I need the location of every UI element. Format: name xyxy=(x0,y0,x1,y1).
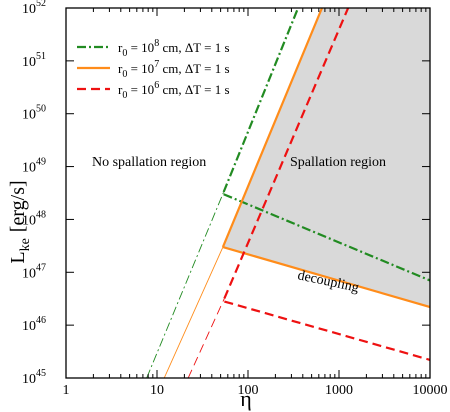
svg-text:Lke[erg/s]: Lke [erg/s] xyxy=(7,180,33,263)
y-tick-label: 1045 xyxy=(22,368,46,387)
x-tick-label: 100 xyxy=(238,383,259,398)
y-tick-label-exponent: 50 xyxy=(36,104,46,115)
legend-label-3: r0 = 106 cm, ΔT = 1 s xyxy=(118,80,230,101)
spallation-region xyxy=(222,8,430,308)
no-spallation-label: No spallation region xyxy=(92,155,206,170)
y-tick-label: 1046 xyxy=(22,315,46,334)
region-layer xyxy=(222,8,430,308)
y-axis-title-unit: [erg/s] xyxy=(7,180,29,232)
legend-label-part: cm, ΔT = 1 s xyxy=(159,40,229,55)
y-tick-label: 1052 xyxy=(22,0,46,17)
legend-label-part: cm, ΔT = 1 s xyxy=(159,82,229,97)
legend-label-part: 0 xyxy=(122,69,127,80)
legend-label-part: cm, ΔT = 1 s xyxy=(159,61,229,76)
y-tick-label-exponent: 46 xyxy=(36,315,46,326)
y-axis-title: Lke [erg/s] xyxy=(7,180,33,263)
y-tick-label-exponent: 51 xyxy=(36,51,46,62)
series-1-threshold-thin-line xyxy=(146,191,225,378)
y-tick-label-base: 10 xyxy=(22,161,36,176)
legend-label-1: r0 = 108 cm, ΔT = 1 s xyxy=(118,38,230,59)
y-tick-label: 1050 xyxy=(22,104,46,123)
spallation-label: Spallation region xyxy=(290,155,386,170)
legend-label-part: 6 xyxy=(154,80,159,91)
y-tick-label-exponent: 49 xyxy=(36,157,46,168)
y-tick-label: 1047 xyxy=(22,262,46,281)
legend-label-part: 0 xyxy=(122,90,127,101)
y-tick-label: 1051 xyxy=(22,51,46,70)
y-tick-label-base: 10 xyxy=(22,108,36,123)
legend-label-part: = 10 xyxy=(127,82,154,97)
y-tick-label-exponent: 48 xyxy=(36,209,46,220)
legend-label-part: 7 xyxy=(154,59,159,70)
x-tick-label: 1 xyxy=(63,383,70,398)
legend-label-part: r xyxy=(118,82,123,97)
legend-label-part: = 10 xyxy=(127,40,154,55)
series-1-decoupling-line xyxy=(223,193,430,282)
y-axis-title-subscript: ke xyxy=(18,238,33,251)
series-3-decoupling-line xyxy=(224,300,430,361)
x-tick-label: 10000 xyxy=(413,383,448,398)
x-axis-title: η xyxy=(240,386,252,411)
y-tick-label-exponent: 45 xyxy=(36,368,46,379)
y-tick-label-base: 10 xyxy=(22,372,36,387)
series-1-threshold-thick-line xyxy=(222,8,300,193)
series-2-threshold-thin-line xyxy=(163,246,224,378)
series-3-threshold-thick-line xyxy=(223,8,350,299)
y-tick-label-base: 10 xyxy=(22,319,36,334)
legend-label-2: r0 = 107 cm, ΔT = 1 s xyxy=(118,59,230,80)
series-2-decoupling-line xyxy=(222,246,430,309)
series-layer xyxy=(146,8,430,378)
y-tick-label-base: 10 xyxy=(22,266,36,281)
y-tick-label-base: 10 xyxy=(22,213,36,228)
tick-layer: 1 10 100 1000 100001045104610471048104910501… xyxy=(22,0,448,398)
legend: r0 = 108 cm, ΔT = 1 sr0 = 107 cm, ΔT = 1… xyxy=(77,38,230,101)
series-3-threshold-thin-line xyxy=(187,298,225,378)
y-tick-label-base: 10 xyxy=(22,55,36,70)
x-tick-label: 1000 xyxy=(325,383,353,398)
y-tick-label: 1049 xyxy=(22,157,46,176)
y-tick-label-exponent: 47 xyxy=(36,262,46,273)
y-tick-label-base: 10 xyxy=(22,2,36,17)
legend-label-part: = 10 xyxy=(127,61,154,76)
y-axis-title-main: L xyxy=(7,251,29,263)
legend-label-part: 0 xyxy=(122,48,127,59)
y-tick-label: 1048 xyxy=(22,209,46,228)
x-tick-label: 10 xyxy=(150,383,164,398)
legend-label-part: r xyxy=(118,61,123,76)
series-2-threshold-thick-line xyxy=(221,8,323,248)
y-tick-label-exponent: 52 xyxy=(36,0,46,9)
legend-label-part: r xyxy=(118,40,123,55)
legend-label-part: 8 xyxy=(154,38,159,49)
